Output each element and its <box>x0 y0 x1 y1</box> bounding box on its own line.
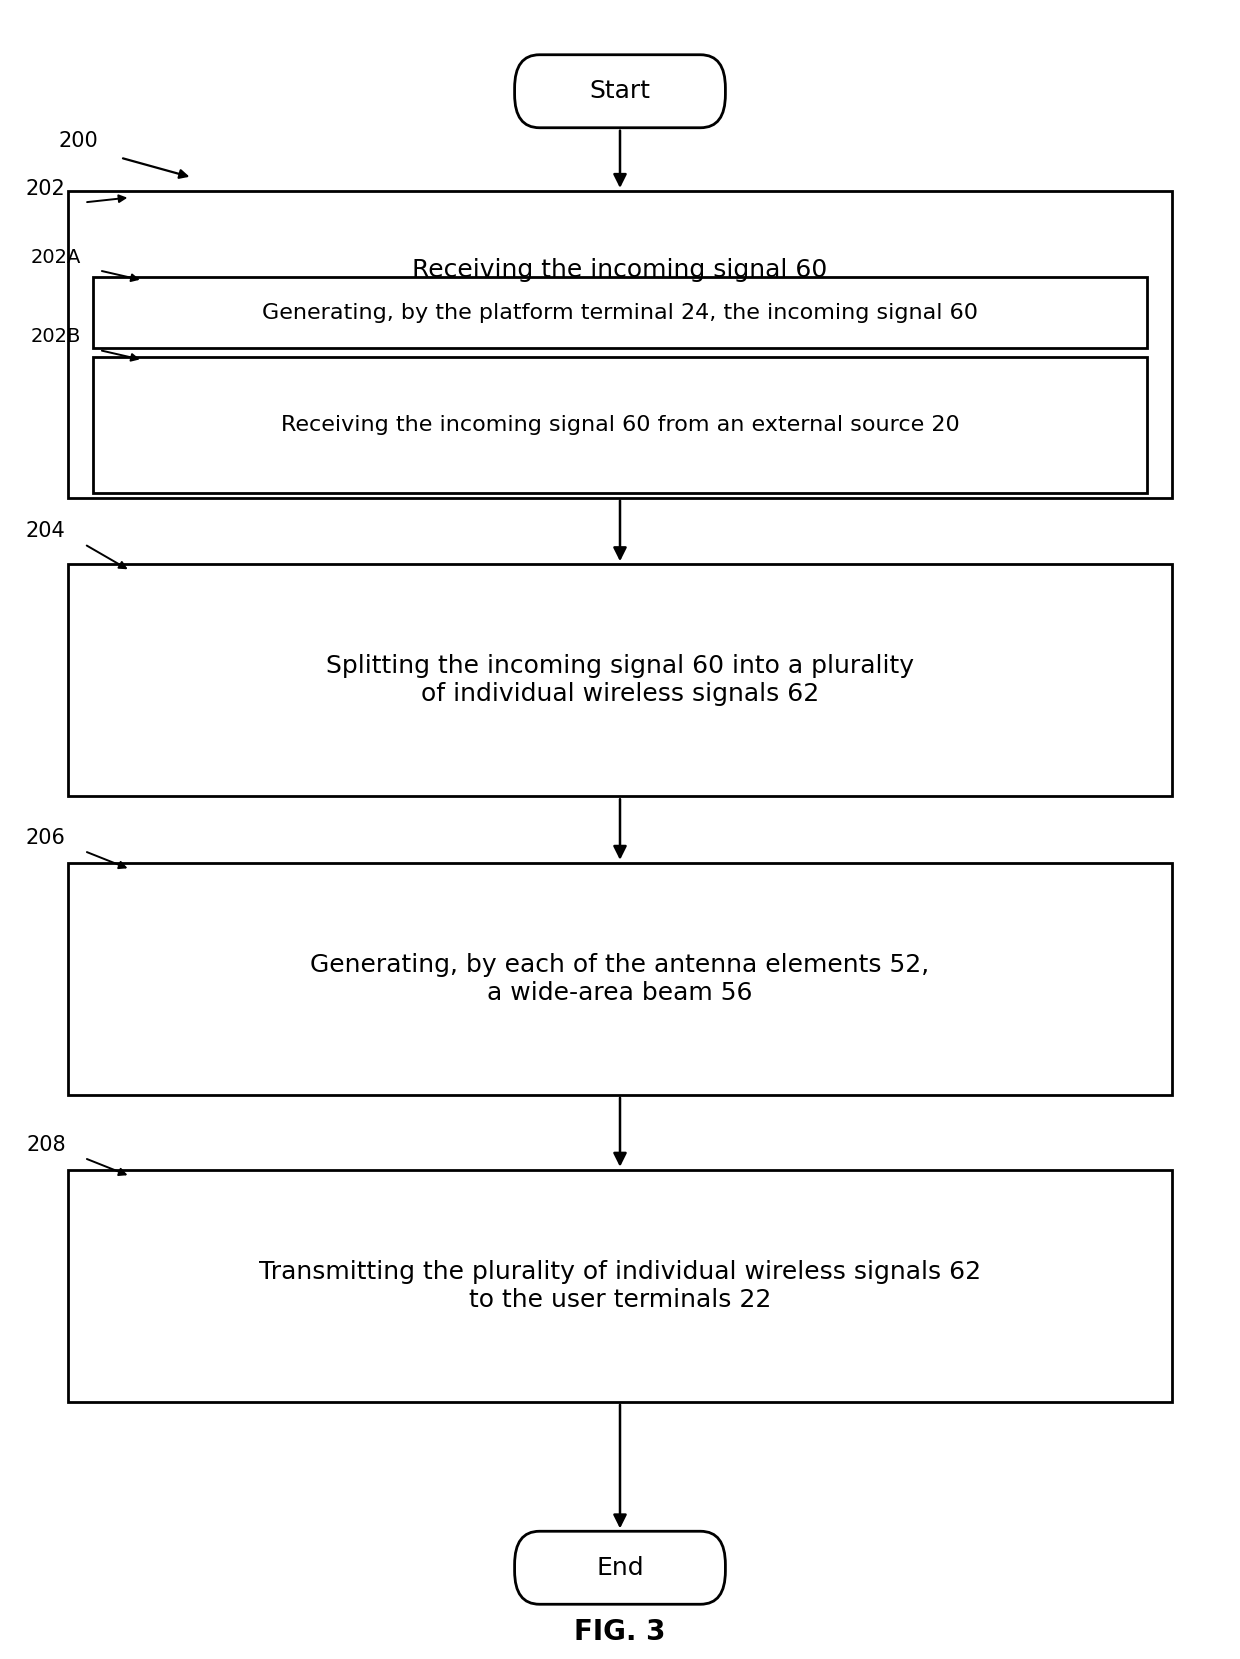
Text: Receiving the incoming signal 60: Receiving the incoming signal 60 <box>413 259 827 282</box>
Text: 202: 202 <box>26 179 66 199</box>
Bar <box>68 564 1172 796</box>
Bar <box>68 191 1172 498</box>
Text: Generating, by the platform terminal 24, the incoming signal 60: Generating, by the platform terminal 24,… <box>262 302 978 324</box>
Text: Splitting the incoming signal 60 into a plurality
of individual wireless signals: Splitting the incoming signal 60 into a … <box>326 654 914 707</box>
Bar <box>93 357 1147 493</box>
FancyBboxPatch shape <box>515 1531 725 1604</box>
Text: Start: Start <box>589 80 651 103</box>
Bar <box>68 1170 1172 1402</box>
Text: 200: 200 <box>58 131 98 151</box>
Text: Receiving the incoming signal 60 from an external source 20: Receiving the incoming signal 60 from an… <box>280 415 960 435</box>
Text: 202B: 202B <box>30 327 81 347</box>
Text: 204: 204 <box>26 521 66 541</box>
FancyBboxPatch shape <box>515 55 725 128</box>
Bar <box>68 863 1172 1095</box>
Text: 208: 208 <box>26 1135 66 1155</box>
Text: 206: 206 <box>26 828 66 848</box>
Text: End: End <box>596 1556 644 1579</box>
Text: Transmitting the plurality of individual wireless signals 62
to the user termina: Transmitting the plurality of individual… <box>259 1259 981 1312</box>
Text: 202A: 202A <box>30 247 81 267</box>
Bar <box>93 277 1147 348</box>
Text: FIG. 3: FIG. 3 <box>574 1619 666 1646</box>
Text: Generating, by each of the antenna elements 52,
a wide-area beam 56: Generating, by each of the antenna eleme… <box>310 952 930 1005</box>
